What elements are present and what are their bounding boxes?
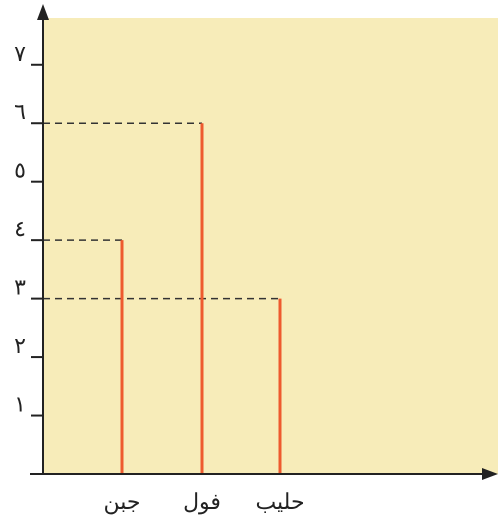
bars: [120, 123, 282, 474]
x-category-label: حليب: [255, 490, 304, 515]
y-axis-arrow: [37, 4, 49, 20]
y-tick-label: ٣: [14, 276, 26, 301]
x-category-label: فول: [183, 490, 221, 515]
y-tick-label: ٧: [14, 42, 26, 67]
y-tick-label: ٥: [14, 159, 26, 184]
x-axis-arrow: [482, 468, 498, 480]
y-tick-label: ٦: [14, 100, 26, 125]
y-tick-label: ٢: [14, 334, 26, 359]
x-category-label: جبن: [104, 490, 141, 515]
y-tick-label: ١: [14, 393, 26, 418]
y-ticks: ١ ٢ ٣ ٤ ٥ ٦ ٧: [14, 42, 43, 418]
plot-area: [43, 18, 498, 474]
axes: [30, 4, 498, 480]
x-labels: جبن فول حليب: [104, 490, 305, 515]
guide-lines: [43, 122, 280, 300]
y-tick-label: ٤: [14, 217, 26, 242]
